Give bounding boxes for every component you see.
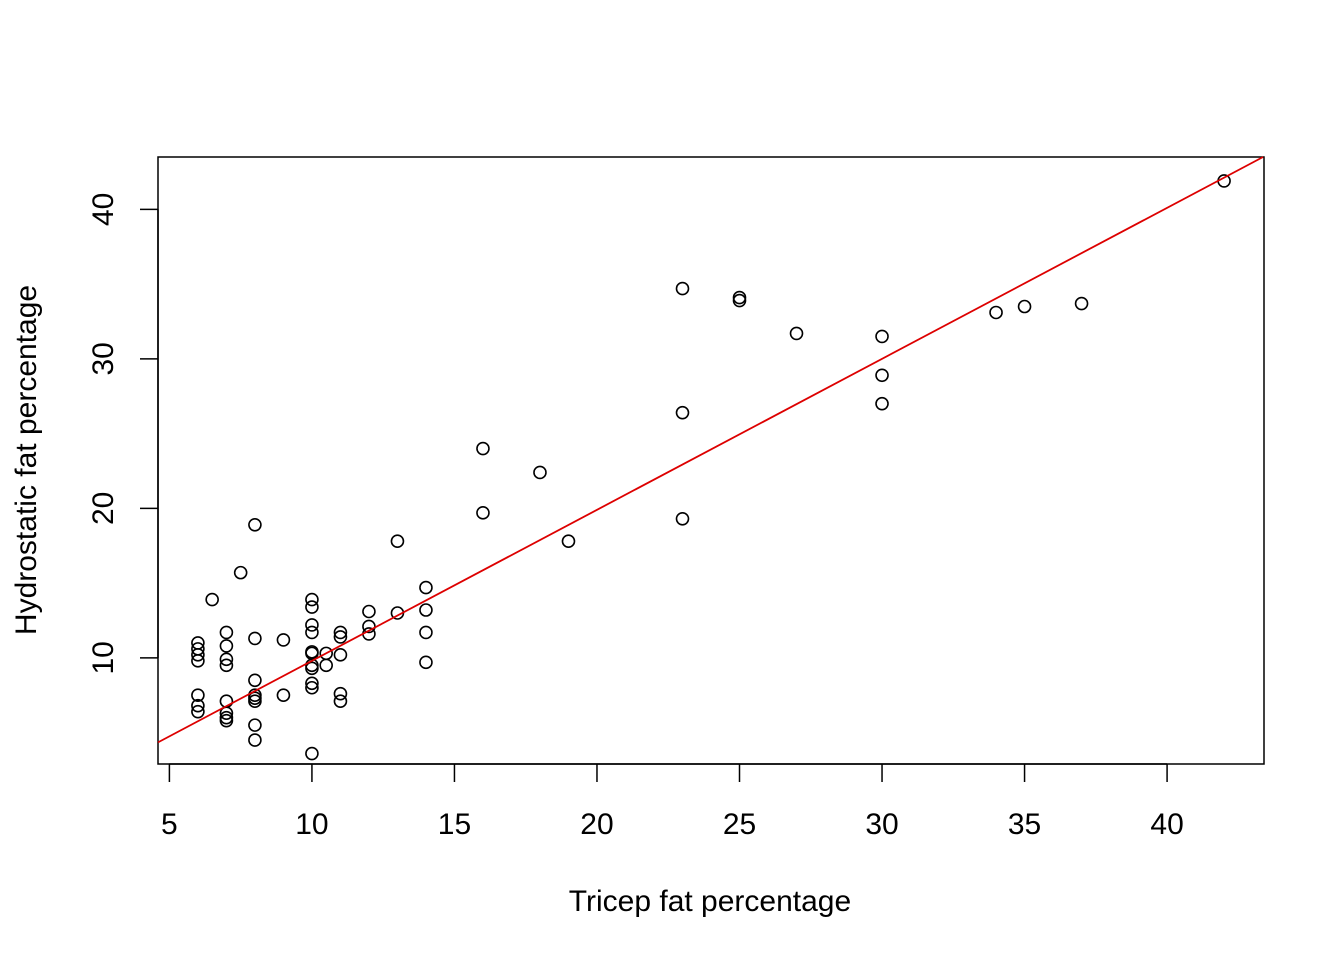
x-tick-label: 35 bbox=[1008, 808, 1041, 841]
data-point bbox=[675, 512, 690, 526]
y-tick-label: 30 bbox=[87, 342, 120, 375]
data-point bbox=[675, 281, 690, 296]
data-point bbox=[219, 713, 234, 728]
data-point bbox=[533, 465, 547, 480]
data-point bbox=[233, 565, 248, 580]
data-point bbox=[875, 329, 889, 344]
data-point bbox=[305, 618, 319, 632]
plot-frame bbox=[157, 156, 1265, 765]
data-point bbox=[248, 718, 262, 732]
data-point bbox=[476, 506, 490, 520]
data-point bbox=[333, 694, 348, 709]
regression-line bbox=[157, 156, 1264, 744]
data-point bbox=[305, 600, 319, 614]
data-point bbox=[219, 706, 234, 720]
data-point bbox=[875, 396, 889, 411]
data-point bbox=[732, 293, 747, 308]
data-point bbox=[1074, 296, 1089, 311]
data-point bbox=[561, 534, 576, 549]
data-point bbox=[675, 405, 690, 420]
x-tick-label: 30 bbox=[865, 808, 898, 841]
data-point bbox=[362, 604, 376, 619]
data-point bbox=[419, 655, 433, 670]
data-point bbox=[276, 633, 291, 647]
data-point bbox=[875, 368, 889, 383]
data-point bbox=[305, 676, 319, 691]
data-point bbox=[219, 652, 234, 667]
y-axis-title: Hydrostatic fat percentage bbox=[10, 285, 43, 635]
x-axis: 5 10 15 20 25 30 35 40 bbox=[161, 763, 1184, 841]
data-point bbox=[989, 305, 1003, 320]
data-point bbox=[476, 441, 490, 456]
points-layer bbox=[191, 174, 1231, 761]
data-point bbox=[205, 592, 219, 607]
y-tick-label: 40 bbox=[87, 193, 120, 226]
data-point bbox=[276, 688, 291, 703]
data-point bbox=[305, 680, 319, 695]
data-point bbox=[305, 625, 319, 640]
data-point bbox=[191, 648, 205, 662]
data-point bbox=[219, 625, 234, 640]
data-point bbox=[248, 517, 262, 532]
y-tick-label: 10 bbox=[87, 641, 120, 674]
x-tick-label: 5 bbox=[161, 808, 178, 841]
x-tick-label: 25 bbox=[723, 808, 756, 841]
data-point bbox=[419, 625, 433, 640]
x-tick-label: 15 bbox=[438, 808, 471, 841]
data-point bbox=[390, 534, 405, 549]
data-point bbox=[333, 630, 348, 644]
data-point bbox=[333, 625, 348, 640]
data-point bbox=[305, 661, 319, 676]
data-point bbox=[219, 639, 234, 653]
y-axis: 10 20 30 40 bbox=[87, 193, 159, 675]
x-axis-title: Tricep fat percentage bbox=[569, 885, 851, 918]
y-tick-label: 20 bbox=[87, 492, 120, 525]
data-point bbox=[191, 654, 205, 668]
data-point bbox=[248, 733, 262, 747]
data-point bbox=[191, 704, 205, 719]
data-point bbox=[191, 698, 205, 713]
x-tick-label: 20 bbox=[580, 808, 613, 841]
data-point bbox=[248, 694, 262, 709]
data-point bbox=[419, 580, 433, 595]
data-point bbox=[305, 746, 319, 761]
data-point bbox=[333, 686, 348, 701]
x-tick-label: 40 bbox=[1150, 808, 1183, 841]
data-point bbox=[333, 648, 348, 662]
data-point bbox=[248, 631, 262, 646]
data-point bbox=[732, 290, 747, 305]
data-point bbox=[191, 688, 205, 703]
data-point bbox=[248, 673, 262, 688]
data-point bbox=[319, 658, 333, 673]
data-point bbox=[305, 592, 319, 607]
data-point bbox=[219, 658, 234, 673]
data-point bbox=[789, 326, 804, 341]
data-point bbox=[419, 603, 433, 617]
x-tick-label: 10 bbox=[295, 808, 328, 841]
data-point bbox=[1017, 299, 1032, 314]
